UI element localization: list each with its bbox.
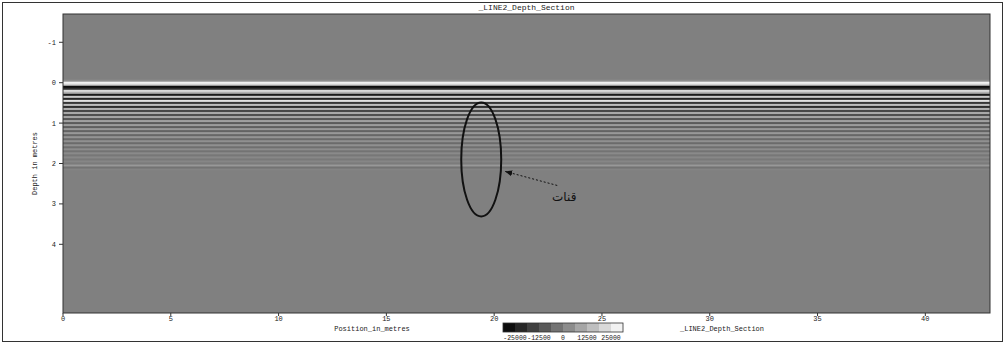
y-tick-label: 1: [52, 120, 56, 128]
cell: [63, 138, 990, 140]
cell: [63, 134, 990, 136]
y-tick: [59, 163, 63, 164]
cell: [63, 82, 990, 84]
colorbar-tick-label: 25000: [601, 335, 621, 342]
colorbar-swatch: [503, 323, 515, 332]
y-tick: [59, 42, 63, 43]
cell: [63, 78, 990, 80]
x-tick-label: 40: [921, 315, 929, 323]
cell: [63, 94, 990, 96]
annotation-text: قنات: [552, 190, 576, 204]
cell: [63, 150, 990, 152]
colorbar-swatch: [539, 323, 551, 332]
cell: [63, 136, 990, 138]
colorbar-tick-label: 12500: [577, 335, 597, 342]
cell: [63, 160, 990, 162]
cell: [63, 122, 990, 124]
cell: [63, 106, 990, 108]
y-tick-label: 2: [52, 160, 56, 168]
cell: [63, 116, 990, 118]
colorbar-swatch: [563, 323, 575, 332]
y-tick: [59, 203, 63, 204]
cells: [63, 78, 990, 173]
x-tick-label: 35: [813, 315, 821, 323]
cell: [63, 80, 990, 82]
cell: [63, 84, 990, 86]
cell: [63, 98, 990, 100]
cell: [63, 167, 990, 169]
colorbar-swatch: [527, 323, 539, 332]
title: _LINE2_Depth_Section: [477, 3, 574, 12]
y-tick: [59, 123, 63, 124]
cell: [63, 102, 990, 104]
cell: [63, 171, 990, 173]
cell: [63, 132, 990, 134]
annotation-ellipse: [461, 102, 501, 216]
colorbar-tick-label: -25000: [503, 335, 527, 342]
colorbar-swatch: [611, 323, 623, 332]
cell: [63, 90, 990, 92]
cell: [63, 96, 990, 98]
cell: [63, 92, 990, 94]
outer-frame: [3, 3, 1003, 342]
cell: [63, 100, 990, 102]
cell: [63, 162, 990, 164]
cell: [63, 140, 990, 142]
cell: [63, 88, 990, 90]
x-axis-label: Position_in_metres: [334, 325, 410, 333]
y-tick: [59, 82, 63, 83]
colorbar-frame: [503, 323, 623, 332]
colorbar-tick-label: -12500: [527, 335, 551, 342]
cell: [63, 156, 990, 158]
cell: [63, 130, 990, 132]
cell: [63, 120, 990, 122]
x-tick-label: 30: [706, 315, 714, 323]
plot-background: [63, 14, 990, 313]
colorbar-swatch: [575, 323, 587, 332]
y-tick-label: -1: [48, 39, 56, 47]
cell: [63, 152, 990, 154]
y-tick-label: 4: [52, 241, 56, 249]
cell: [63, 148, 990, 150]
x-tick-label: 0: [61, 315, 65, 323]
y-tick-label: 3: [52, 200, 56, 208]
colorbar-swatch: [515, 323, 527, 332]
colorbar-swatch: [599, 323, 611, 332]
cell: [63, 154, 990, 156]
cell: [63, 112, 990, 114]
colorbar-swatch: [551, 323, 563, 332]
x-tick-label: 20: [490, 315, 498, 323]
cell: [63, 108, 990, 110]
cell: [63, 126, 990, 128]
cell: [63, 146, 990, 148]
cell: [63, 114, 990, 116]
cell: [63, 118, 990, 120]
cell: [63, 124, 990, 126]
colorbar-swatch: [587, 323, 599, 332]
x-tick-label: 10: [274, 315, 282, 323]
cell: [63, 142, 990, 144]
cell: [63, 110, 990, 112]
chart: _LINE2_Depth_Section-1012340510152025303…: [0, 0, 1005, 344]
cell: [63, 104, 990, 106]
cell: [63, 165, 990, 167]
cell: [63, 128, 990, 130]
cell: [63, 158, 990, 160]
colorbar-tick-label: 0: [561, 335, 565, 342]
x-tick-label: 15: [382, 315, 390, 323]
y-tick: [59, 244, 63, 245]
annotation-arrow: [505, 171, 557, 185]
cell: [63, 86, 990, 88]
colorbar-label: _LINE2_Depth_Section: [679, 325, 764, 333]
plot-frame: [63, 14, 990, 313]
annotation-background: [551, 190, 577, 204]
y-tick-label: 0: [52, 79, 56, 87]
y-axis-label: Depth in metres: [31, 132, 39, 195]
x-tick-label: 25: [598, 315, 606, 323]
cell: [63, 169, 990, 171]
cell: [63, 144, 990, 146]
x-tick-label: 5: [169, 315, 173, 323]
